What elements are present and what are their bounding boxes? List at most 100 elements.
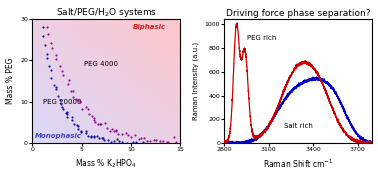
Point — [92, 121, 98, 124]
Point — [91, 117, 97, 120]
Point — [84, 132, 90, 134]
Point — [71, 122, 77, 125]
Point — [79, 108, 85, 111]
Point — [130, 141, 136, 143]
Point — [100, 137, 106, 140]
Point — [113, 129, 119, 132]
Point — [98, 123, 104, 126]
Text: PEG 4000: PEG 4000 — [84, 61, 118, 67]
Point — [108, 140, 114, 143]
Point — [138, 137, 144, 140]
Point — [89, 114, 95, 117]
Point — [64, 111, 70, 113]
Point — [58, 103, 64, 105]
Point — [119, 133, 125, 136]
Point — [64, 115, 70, 118]
Point — [97, 122, 103, 125]
Point — [115, 133, 121, 135]
Point — [86, 113, 92, 116]
Point — [122, 131, 129, 134]
Title: Driving force phase separation?: Driving force phase separation? — [226, 9, 370, 18]
Point — [174, 141, 180, 144]
Y-axis label: Raman Intensity (a.u.): Raman Intensity (a.u.) — [192, 42, 199, 120]
Text: PEG rich: PEG rich — [247, 35, 277, 41]
Point — [107, 130, 113, 133]
Point — [66, 78, 72, 81]
Point — [128, 136, 134, 139]
Title: Salt/PEG/H$_2$O systems: Salt/PEG/H$_2$O systems — [56, 6, 157, 18]
Point — [99, 137, 105, 140]
Point — [40, 25, 46, 28]
Point — [113, 130, 119, 133]
Point — [119, 141, 125, 144]
Point — [68, 89, 74, 92]
Point — [96, 136, 102, 139]
Point — [77, 99, 83, 102]
Point — [57, 64, 63, 67]
Point — [105, 139, 112, 142]
Point — [45, 33, 51, 36]
Point — [59, 106, 65, 108]
Point — [48, 69, 54, 71]
Point — [60, 108, 66, 110]
Point — [69, 116, 75, 119]
Point — [160, 140, 166, 143]
Point — [42, 43, 48, 46]
Point — [44, 52, 50, 55]
Point — [53, 54, 59, 56]
Point — [91, 118, 97, 121]
Point — [78, 131, 84, 134]
X-axis label: Raman Shift cm$^{-1}$: Raman Shift cm$^{-1}$ — [263, 158, 333, 170]
Point — [133, 141, 139, 144]
Point — [116, 139, 122, 142]
Point — [48, 76, 54, 79]
Point — [132, 134, 138, 137]
Point — [53, 86, 59, 89]
Point — [60, 74, 66, 76]
Point — [51, 83, 57, 86]
Point — [94, 135, 100, 137]
Point — [101, 138, 107, 141]
Point — [112, 140, 118, 143]
Point — [63, 111, 69, 114]
Point — [165, 141, 171, 144]
Point — [144, 139, 150, 142]
Point — [83, 106, 89, 108]
Point — [88, 134, 94, 137]
Point — [59, 70, 65, 73]
Point — [48, 41, 54, 44]
Point — [95, 123, 101, 126]
Point — [65, 83, 71, 86]
Point — [40, 35, 46, 37]
Point — [140, 141, 146, 144]
Point — [44, 26, 50, 28]
Point — [57, 99, 63, 102]
Point — [73, 97, 79, 100]
Point — [164, 141, 170, 144]
Point — [44, 57, 50, 60]
Text: Monophasic: Monophasic — [35, 133, 82, 139]
Point — [53, 88, 59, 91]
Point — [109, 127, 115, 130]
Point — [55, 95, 61, 97]
Point — [136, 138, 142, 141]
Point — [150, 139, 156, 142]
Point — [171, 135, 177, 138]
Point — [84, 108, 90, 110]
Point — [83, 130, 89, 133]
Point — [69, 118, 75, 121]
Point — [88, 135, 94, 138]
Point — [74, 125, 81, 128]
Point — [91, 136, 98, 139]
Point — [85, 134, 91, 137]
Y-axis label: Mass % PEG: Mass % PEG — [6, 58, 15, 104]
Text: Biphasic: Biphasic — [133, 24, 166, 30]
Point — [74, 124, 81, 127]
Point — [125, 133, 131, 136]
Point — [70, 89, 76, 92]
Point — [70, 96, 76, 99]
Point — [124, 141, 130, 144]
Point — [49, 47, 55, 50]
Point — [46, 64, 52, 67]
Point — [141, 137, 147, 139]
